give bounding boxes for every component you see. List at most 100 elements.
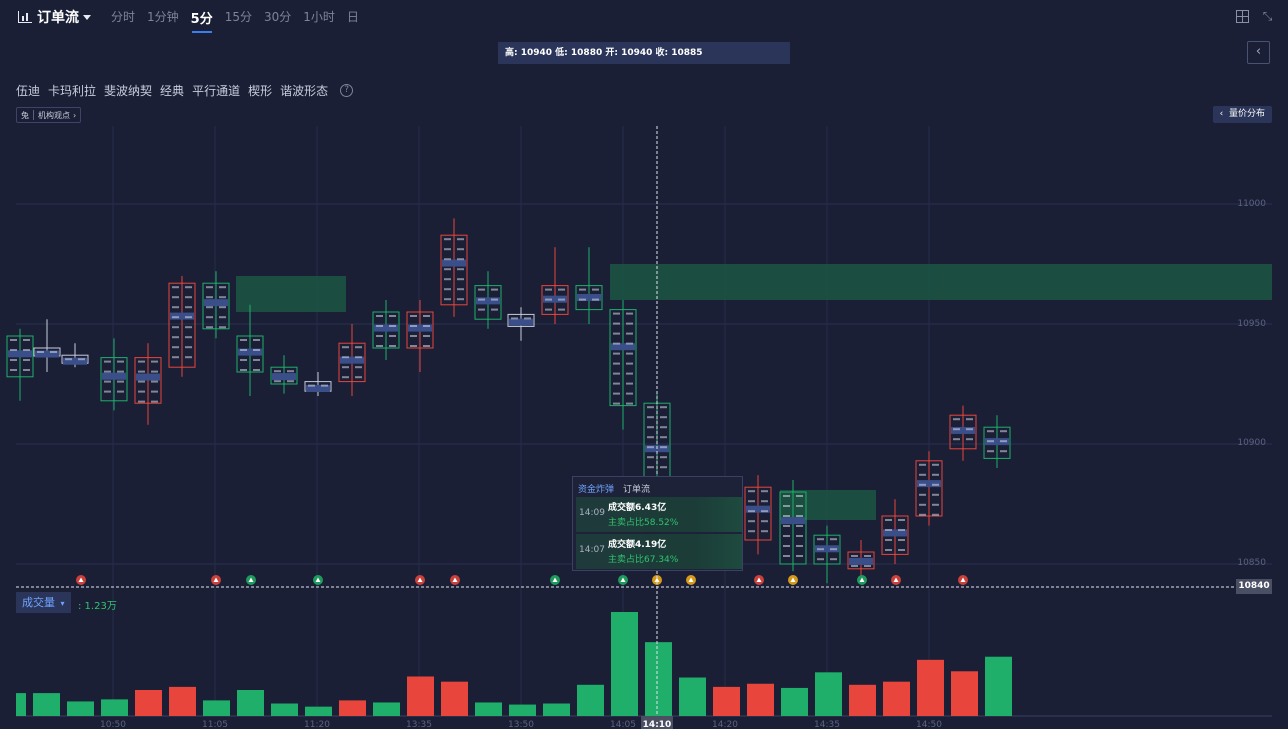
tool-woodie[interactable]: 伍迪 [16, 84, 41, 98]
volume-profile-button[interactable]: ‹ 量价分布 [1212, 106, 1272, 123]
footprint-cell [932, 513, 939, 516]
tool-camarilla[interactable]: 卡玛利拉 [48, 84, 97, 98]
rabbit-icon: 兔 [21, 110, 29, 120]
footprint-cell [987, 450, 994, 453]
footprint-cell [23, 359, 30, 361]
tab-15min[interactable]: 15分 [224, 9, 252, 24]
footprint-cell [783, 555, 790, 557]
layout-grid-icon[interactable] [1236, 10, 1249, 23]
time-label-1420: 14:20 [712, 720, 738, 729]
volume-bar [67, 701, 94, 716]
footprint-cell [660, 456, 667, 459]
candle-body [236, 335, 264, 373]
tab-1min[interactable]: 1分钟 [147, 9, 179, 24]
tab-1hour[interactable]: 1小时 [303, 9, 335, 24]
volume-bar [849, 684, 876, 716]
volume-bar [373, 702, 400, 716]
period-tabs: 分时 1分钟 5分 15分 30分 1小时 日 [111, 8, 371, 33]
footprint-cell [206, 326, 213, 329]
signal-arrow-icon [248, 577, 254, 582]
footprint-cell [545, 308, 552, 311]
collapse-panel-button[interactable]: ‹ [1247, 41, 1270, 64]
volume-bar [781, 687, 808, 716]
footprint-cell [748, 510, 755, 513]
tab-5min[interactable]: 5分 [191, 8, 213, 33]
footprint-cell [613, 322, 620, 325]
footprint-cell [342, 346, 349, 349]
footprint-cell [23, 339, 30, 341]
footprint-cell [151, 360, 158, 363]
footprint-cell [783, 495, 790, 497]
footprint-cell [219, 326, 226, 329]
footprint-cell [613, 382, 620, 385]
footprint-cell [885, 539, 892, 541]
footprint-cell [851, 565, 858, 567]
institution-view-label: 机构观点 [38, 110, 70, 120]
footprint-cell [151, 380, 158, 383]
footprint-cell [796, 555, 803, 557]
footprint-cell [647, 456, 654, 459]
footprint-cell [172, 296, 179, 299]
candle-body [915, 460, 943, 517]
footprint-highlight [408, 324, 432, 332]
footprint-cell [138, 400, 145, 403]
footprint-cell [613, 332, 620, 335]
footprint-cell [240, 359, 247, 361]
footprint-cell [592, 298, 599, 301]
footprint-cell [185, 336, 192, 339]
divider [33, 110, 34, 120]
volume-bar [475, 702, 502, 716]
footprint-cell [647, 436, 654, 439]
help-icon[interactable]: ? [340, 84, 354, 97]
tool-harmonic[interactable]: 谐波形态 [280, 84, 329, 98]
footprint-cell [919, 473, 926, 476]
footprint-cell [647, 466, 654, 469]
candle-body [949, 414, 977, 450]
candle-body [813, 534, 841, 565]
institution-view-button[interactable]: 兔 机构观点 › [16, 107, 82, 123]
shrink-icon[interactable]: ⤡ [1262, 9, 1273, 23]
footprint-cell [321, 384, 328, 387]
capital-bomb-item[interactable]: 14:09 成交额6.43亿 主卖占比58.52% [576, 497, 742, 532]
candle-body [6, 335, 34, 378]
footprint-cell [376, 345, 383, 347]
footprint-cell [240, 369, 247, 371]
signal-arrow-icon [620, 577, 626, 582]
popup-tab-capital-bomb[interactable]: 资金炸弹 [578, 485, 615, 495]
footprint-cell [524, 317, 531, 320]
signal-arrow-icon [859, 577, 865, 582]
support-zone [236, 276, 346, 312]
volume-indicator-selector[interactable]: 成交量 ▾ [16, 592, 71, 613]
footprint-cell [491, 298, 498, 301]
footprint-cell [253, 369, 260, 371]
popup-tab-order-flow[interactable]: 订单流 [623, 485, 651, 495]
footprint-cell [287, 380, 294, 383]
footprint-cell [626, 382, 633, 385]
tab-timeshare[interactable]: 分时 [111, 9, 136, 24]
candle-body [575, 285, 603, 311]
footprint-highlight [543, 295, 567, 303]
footprint-cell [626, 362, 633, 365]
candle-body [202, 282, 230, 330]
capital-bomb-item[interactable]: 14:07 成交额4.19亿 主卖占比67.34% [576, 534, 742, 569]
tool-fibonacci[interactable]: 斐波纳契 [104, 84, 153, 98]
footprint-cell [898, 549, 905, 551]
footprint-cell [783, 515, 790, 517]
chart-type-selector[interactable]: 订单流 [18, 7, 91, 27]
tool-parallel-channel[interactable]: 平行通道 [192, 84, 241, 98]
tab-day[interactable]: 日 [346, 9, 359, 24]
footprint-cell [10, 359, 17, 361]
tool-classic[interactable]: 经典 [160, 84, 185, 98]
signal-arrow-icon [213, 577, 219, 582]
chevron-right-icon: › [73, 110, 77, 120]
tab-30min[interactable]: 30分 [263, 9, 292, 24]
footprint-highlight [849, 557, 873, 565]
volume-bar [985, 656, 1012, 716]
footprint-cell [457, 238, 464, 241]
candle-body [270, 366, 298, 385]
footprint-cell [761, 530, 768, 533]
candle-body [609, 309, 637, 407]
tool-wedge[interactable]: 楔形 [248, 84, 273, 98]
